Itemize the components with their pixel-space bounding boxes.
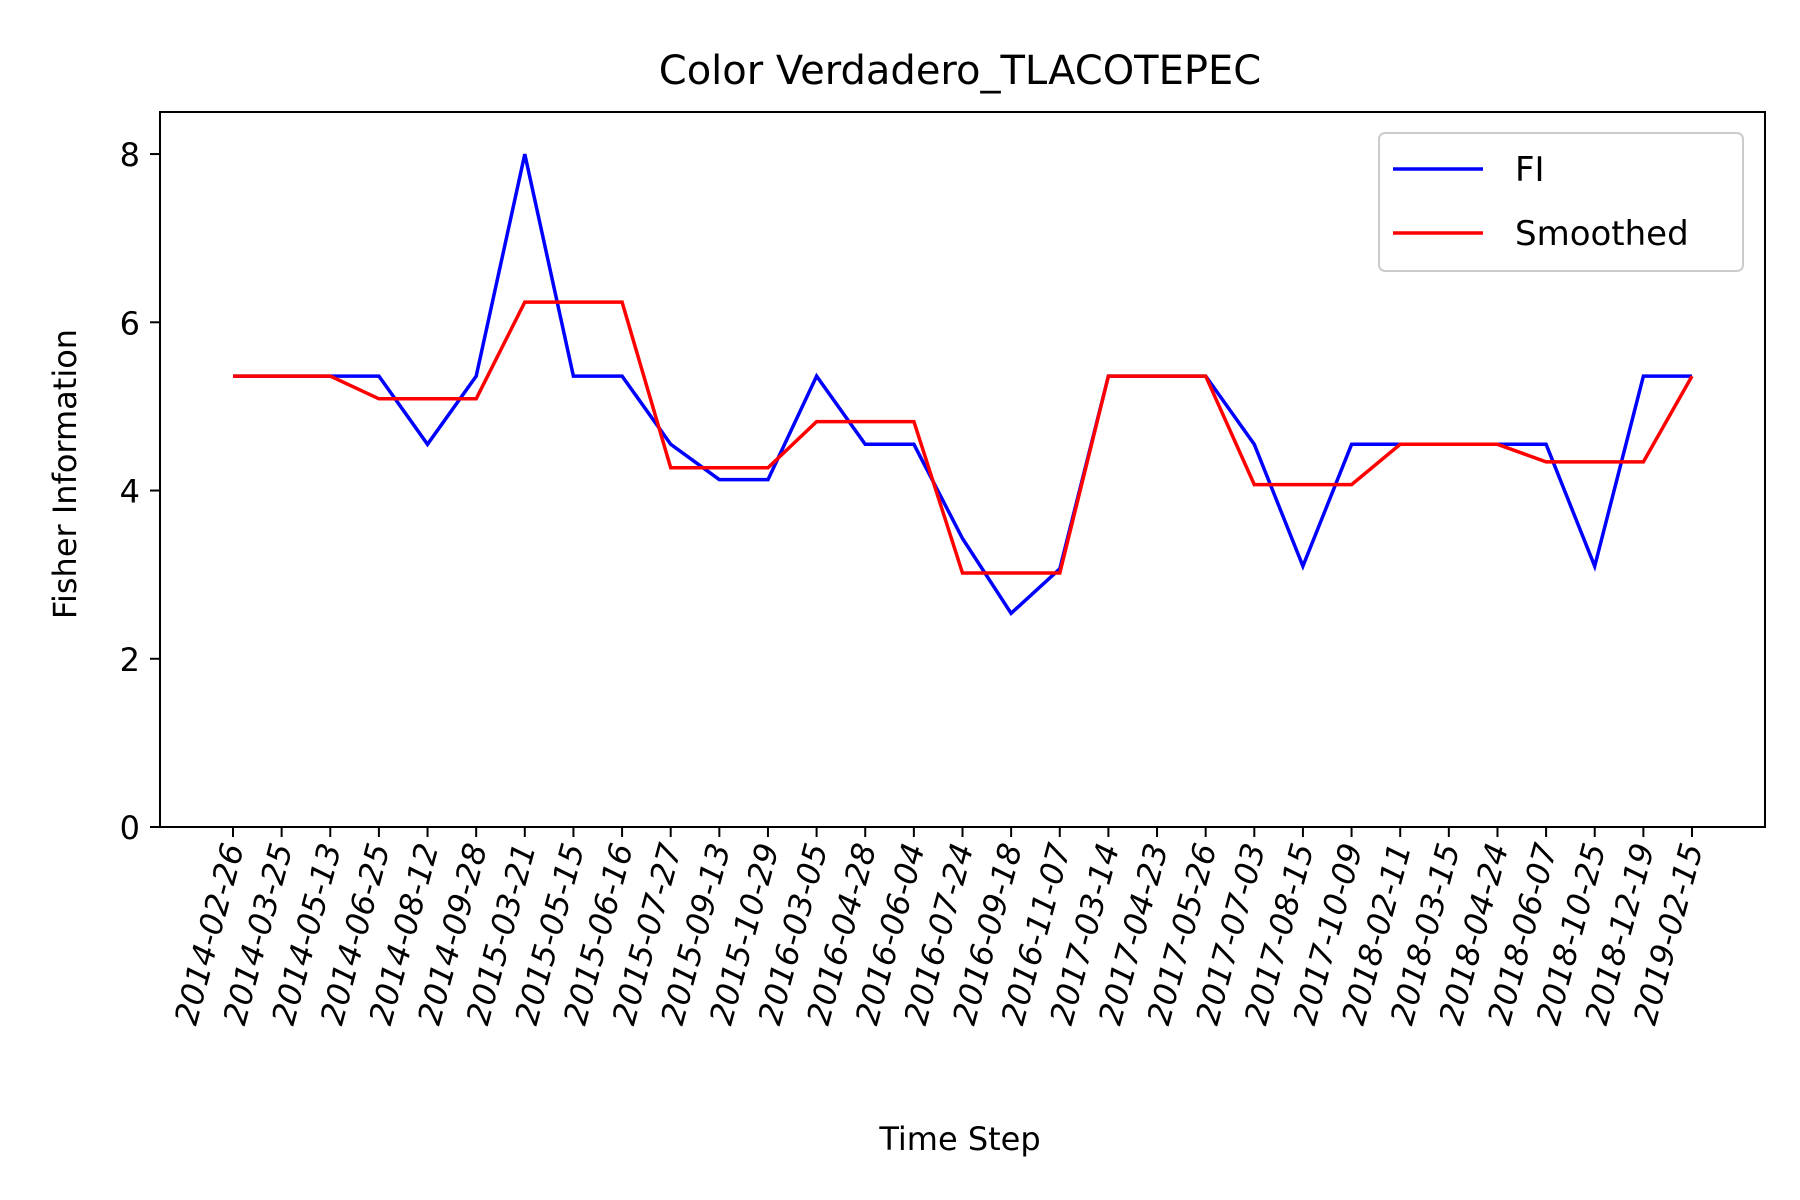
x-axis-label: Time Step	[878, 1120, 1040, 1158]
y-tick-label: 4	[120, 473, 140, 511]
legend: FI Smoothed	[1378, 132, 1744, 272]
y-axis-label: Fisher Information	[46, 329, 84, 619]
y-tick-label: 2	[120, 641, 140, 679]
y-tick-label: 0	[120, 809, 140, 847]
legend-label: FI	[1515, 150, 1545, 190]
series-line-smoothed	[233, 300, 1694, 575]
legend-label: Smoothed	[1515, 214, 1689, 254]
y-axis: 0 2 4 6 8	[120, 136, 160, 847]
y-tick-label: 8	[120, 136, 140, 174]
x-axis: 2014-02-262014-03-252014-05-132014-06-25…	[167, 827, 1711, 1029]
series-layer	[233, 153, 1694, 616]
chart-title: Color Verdadero_TLACOTEPEC	[659, 48, 1261, 94]
y-tick-label: 6	[120, 304, 140, 342]
